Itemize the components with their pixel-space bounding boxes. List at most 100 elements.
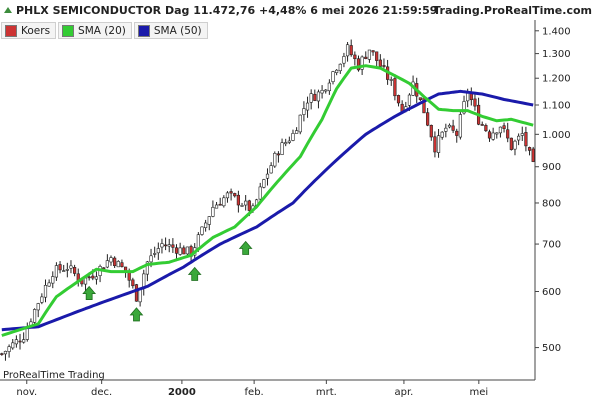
candle-body — [469, 93, 473, 101]
candle-body — [364, 56, 368, 59]
buy-signal-arrow-icon — [129, 307, 144, 322]
candle-body — [109, 257, 113, 263]
candle-body — [83, 277, 88, 285]
sma50-line — [1, 89, 534, 332]
candle-body — [149, 255, 153, 263]
candle-body — [295, 130, 299, 134]
candle-body — [280, 142, 284, 155]
x-tick-label: apr. — [394, 387, 413, 398]
candle-body — [196, 234, 200, 249]
up-triangle-icon — [4, 7, 12, 13]
candle-body — [524, 132, 528, 147]
candle-body — [94, 276, 99, 280]
candle-body — [480, 124, 484, 126]
legend-item-koers[interactable]: Koers — [1, 22, 57, 39]
candle-body — [531, 148, 535, 162]
legend-item-sma20[interactable]: SMA (20) — [58, 22, 132, 39]
candle-body — [433, 136, 437, 153]
buy-signal-arrow-icon — [187, 266, 202, 281]
candle-body — [473, 98, 477, 107]
candle-body — [22, 339, 26, 343]
candle-body — [276, 153, 281, 156]
candle-body — [444, 127, 448, 132]
candle-body — [240, 205, 244, 207]
chart-title: PHLX SEMICONDUCTOR Dag 11.472,76 +4,48% … — [4, 4, 437, 17]
candle-body — [58, 264, 62, 271]
candle-body — [236, 194, 240, 206]
y-tick-label: 1.400 — [542, 26, 571, 37]
candle-body — [517, 135, 521, 141]
candle-body — [222, 197, 226, 207]
candle-body — [418, 97, 422, 100]
chart-header: PHLX SEMICONDUCTOR Dag 11.472,76 +4,48% … — [0, 0, 600, 22]
legend-item-sma50[interactable]: SMA (50) — [133, 22, 208, 39]
candle-body — [436, 135, 441, 153]
candle-body — [527, 147, 532, 151]
candle-body — [375, 51, 379, 61]
legend-label: SMA (50) — [153, 24, 202, 37]
candle-body — [313, 93, 317, 101]
candle-body — [218, 203, 222, 206]
candle-body — [182, 247, 186, 255]
candle-body — [134, 284, 139, 302]
candle-body — [393, 78, 397, 97]
candle-body — [25, 327, 29, 340]
candle-body — [338, 63, 342, 72]
candle-body — [69, 265, 73, 269]
candle-body — [247, 200, 251, 211]
candle-body — [353, 54, 357, 60]
candle-body — [506, 129, 510, 139]
buy-signal-arrow-icon — [82, 285, 97, 300]
candle-body — [47, 282, 51, 287]
y-tick-label: 900 — [542, 162, 561, 173]
x-tick-label: mei — [469, 387, 488, 398]
candle-body — [258, 186, 262, 200]
candle-body — [91, 275, 95, 279]
candle-body — [102, 267, 106, 270]
candle-body — [429, 124, 433, 138]
candle-body — [513, 140, 517, 150]
candle-body — [382, 65, 386, 67]
candle-body — [447, 124, 452, 128]
candle-body — [244, 200, 248, 206]
candle-body — [520, 133, 524, 136]
candle-body — [11, 342, 15, 349]
candle-body — [262, 179, 266, 188]
candle-body — [7, 346, 11, 352]
candle-body — [171, 244, 175, 248]
candle-body — [36, 303, 40, 311]
candle-body — [14, 339, 18, 345]
candle-body — [40, 296, 44, 303]
candle-body — [487, 131, 492, 139]
candle-body — [284, 142, 288, 145]
candle-body — [145, 261, 149, 275]
candle-body — [389, 79, 393, 81]
y-tick-label: 800 — [542, 198, 561, 209]
candle-body — [426, 112, 430, 126]
candle-body — [163, 244, 168, 247]
candle-body — [54, 265, 59, 278]
candle-body — [466, 92, 470, 102]
brand-label: Trading.ProRealTime.com — [433, 4, 592, 17]
candle-body — [167, 244, 171, 247]
candle-body — [131, 279, 135, 287]
y-tick-label: 700 — [542, 240, 561, 251]
candle-body — [335, 69, 339, 73]
candle-body — [214, 204, 219, 209]
candle-body — [65, 269, 69, 271]
candle-body — [502, 125, 506, 129]
candle-body — [265, 173, 270, 179]
y-tick-label: 1.200 — [542, 74, 571, 85]
candle-body — [153, 253, 157, 255]
watermark: ProRealTime Trading — [3, 370, 105, 381]
candle-body — [371, 50, 375, 53]
y-tick-label: 1.000 — [542, 130, 571, 141]
candle-body — [324, 89, 328, 92]
sma20-line — [1, 64, 534, 337]
candle-body — [287, 140, 291, 143]
candle-body — [120, 262, 124, 268]
candle-body — [484, 125, 488, 132]
candle-body — [495, 132, 499, 135]
y-tick-label: 1.300 — [542, 49, 571, 60]
